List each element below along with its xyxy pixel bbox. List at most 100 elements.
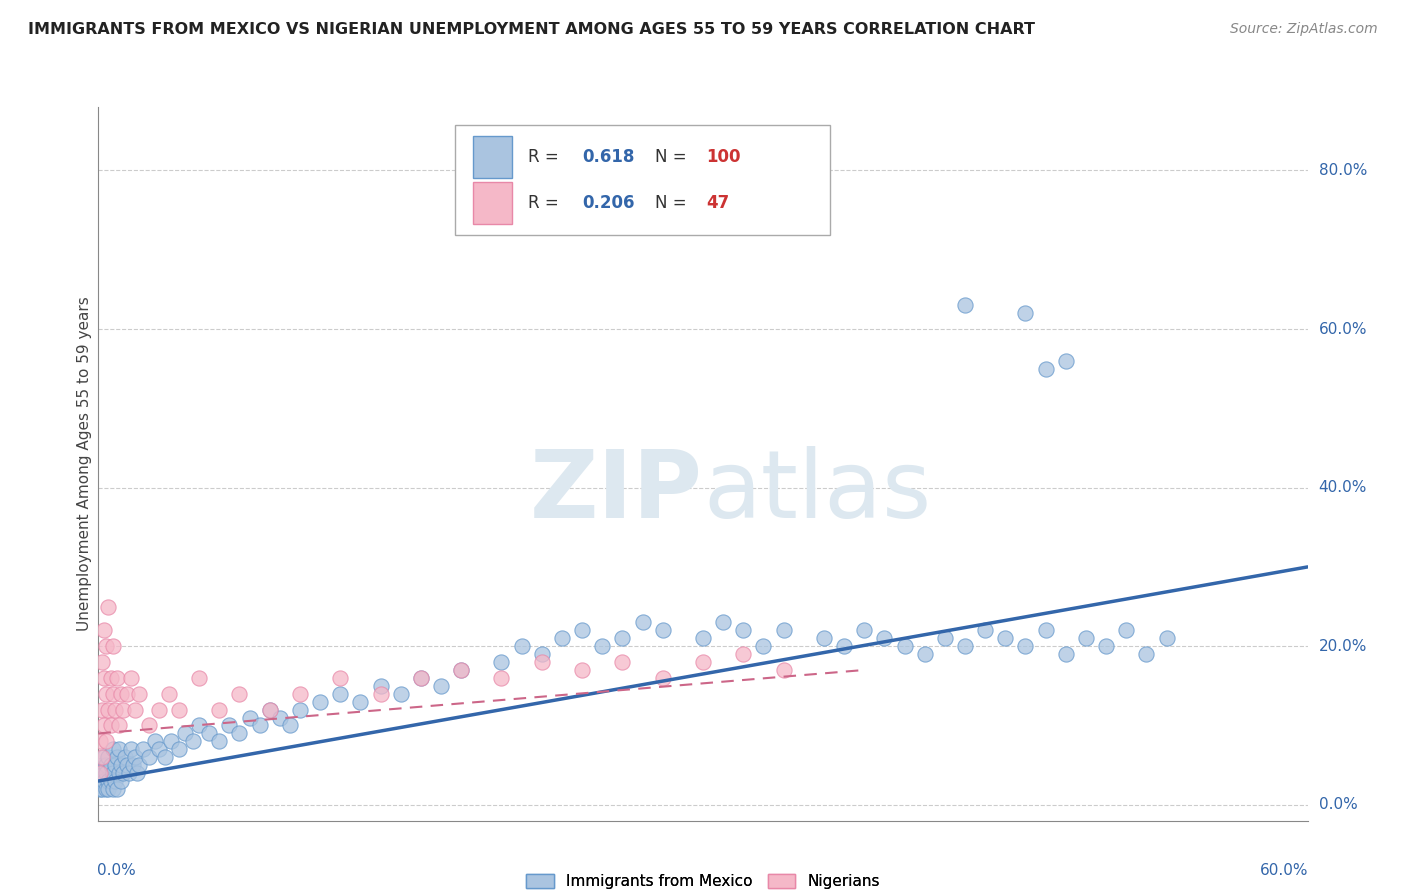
Point (91, 655, 114, 669)
Point (1074, 632, 1097, 646)
Point (105, 671, 128, 685)
Point (93, 718, 115, 732)
Point (1115, 624, 1137, 638)
Point (198, 726, 221, 740)
Point (228, 726, 250, 740)
Point (91, 758, 114, 772)
Point (651, 671, 673, 685)
Point (571, 624, 593, 638)
Point (103, 774, 125, 789)
Point (612, 655, 634, 669)
Point (101, 639, 124, 653)
Point (239, 710, 262, 724)
Point (111, 766, 134, 780)
Point (389, 687, 412, 701)
Legend: Immigrants from Mexico, Nigerians: Immigrants from Mexico, Nigerians (520, 868, 886, 892)
Point (89, 781, 111, 796)
Text: ZIP: ZIP (530, 446, 703, 539)
Point (329, 671, 352, 685)
Point (631, 615, 654, 630)
Point (278, 718, 301, 732)
Point (110, 758, 132, 772)
Point (114, 750, 136, 764)
Point (953, 639, 976, 653)
Point (329, 687, 352, 701)
Text: atlas: atlas (703, 446, 931, 539)
Point (124, 750, 146, 764)
FancyBboxPatch shape (456, 125, 830, 235)
Point (1054, 353, 1077, 368)
Text: 60.0%: 60.0% (1319, 321, 1367, 336)
Point (1014, 306, 1036, 320)
Point (132, 742, 155, 756)
Point (103, 758, 125, 772)
Point (97, 750, 120, 764)
Point (96, 766, 118, 780)
Point (591, 639, 613, 653)
Point (571, 663, 593, 677)
Point (91, 750, 114, 764)
Point (309, 695, 332, 709)
Point (530, 655, 553, 669)
Point (1135, 647, 1157, 661)
Point (100, 718, 122, 732)
Point (97, 703, 120, 717)
Point (1035, 361, 1057, 376)
Point (167, 703, 190, 717)
Point (974, 624, 997, 638)
Point (128, 687, 150, 701)
Text: 40.0%: 40.0% (1319, 480, 1367, 495)
Point (107, 718, 129, 732)
Point (101, 781, 124, 796)
Point (1035, 624, 1057, 638)
Text: IMMIGRANTS FROM MEXICO VS NIGERIAN UNEMPLOYMENT AMONG AGES 55 TO 59 YEARS CORREL: IMMIGRANTS FROM MEXICO VS NIGERIAN UNEMP… (28, 22, 1035, 37)
Point (188, 718, 211, 732)
Point (772, 663, 794, 677)
Point (101, 766, 124, 780)
Point (430, 679, 453, 693)
Point (288, 687, 311, 701)
Point (91, 703, 114, 717)
Point (772, 624, 794, 638)
Point (121, 758, 143, 772)
Point (157, 687, 180, 701)
Point (93, 750, 115, 764)
Point (953, 298, 976, 312)
Point (409, 671, 432, 685)
Point (249, 718, 271, 732)
Point (107, 766, 129, 780)
Text: N =: N = (655, 148, 686, 166)
Point (96, 687, 118, 701)
Point (167, 742, 190, 756)
Point (101, 742, 124, 756)
Point (733, 624, 755, 638)
Point (97, 781, 120, 796)
Point (91, 781, 114, 796)
Point (711, 615, 734, 630)
Point (97, 774, 120, 789)
Text: Source: ZipAtlas.com: Source: ZipAtlas.com (1230, 22, 1378, 37)
Text: R =: R = (527, 148, 558, 166)
Point (118, 766, 141, 780)
Point (269, 710, 291, 724)
Point (107, 742, 129, 756)
Point (100, 671, 122, 685)
Point (91, 774, 114, 789)
Point (914, 647, 936, 661)
Point (138, 718, 160, 732)
Point (148, 742, 170, 756)
Point (100, 774, 122, 789)
Point (893, 639, 915, 653)
Point (153, 750, 176, 764)
Point (111, 703, 134, 717)
Point (1014, 639, 1036, 653)
Point (612, 632, 634, 646)
Text: R =: R = (527, 194, 558, 212)
FancyBboxPatch shape (474, 136, 512, 178)
Point (208, 734, 231, 748)
Point (93, 766, 115, 780)
Point (124, 703, 146, 717)
Point (832, 639, 855, 653)
Point (105, 750, 128, 764)
Point (174, 726, 197, 740)
